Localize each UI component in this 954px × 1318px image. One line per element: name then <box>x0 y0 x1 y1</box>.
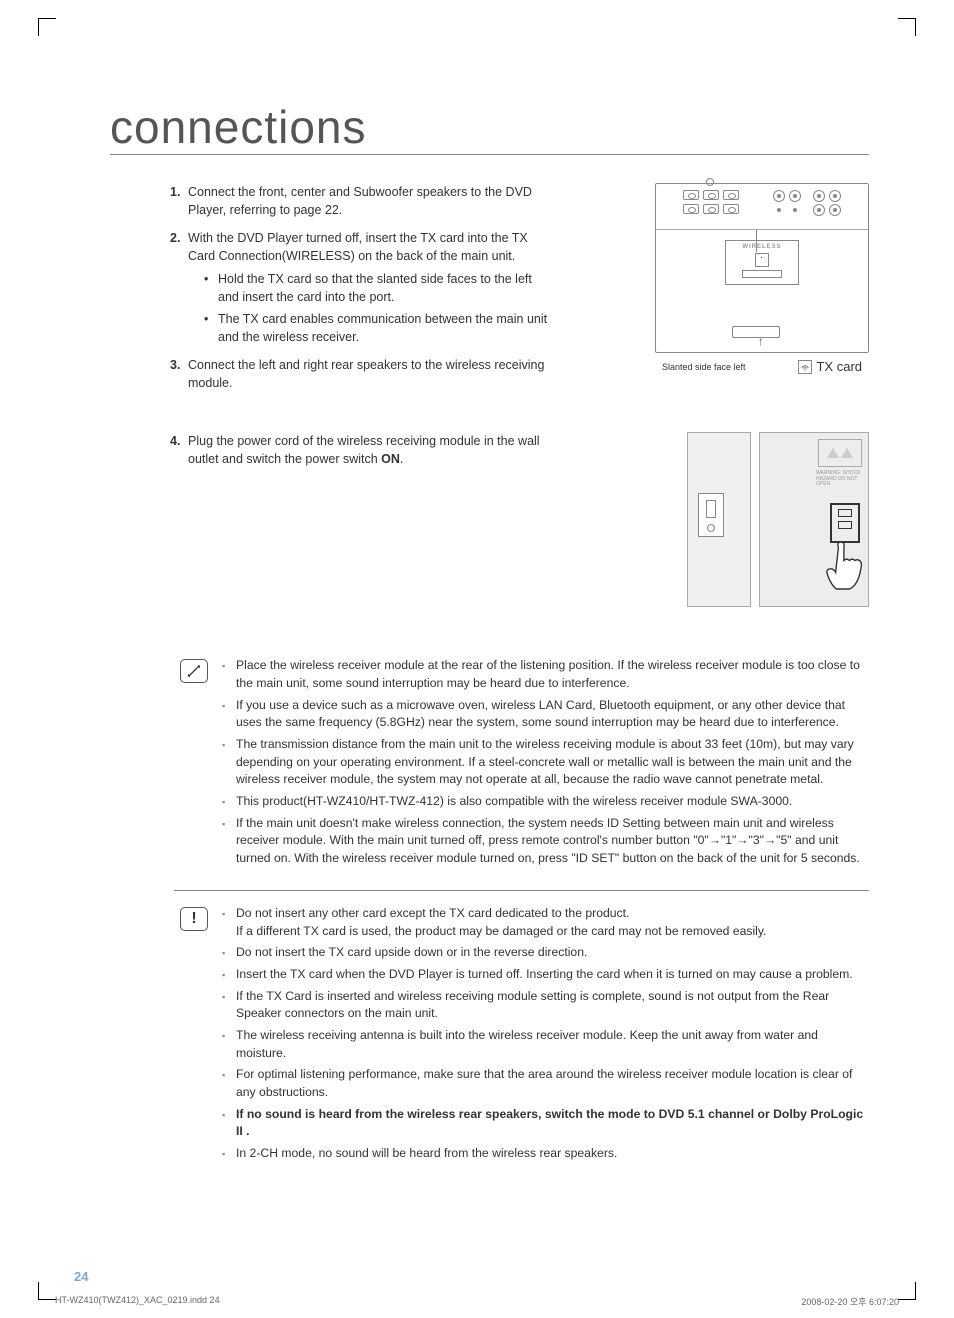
arrow-up-icon: ↑ <box>758 334 764 348</box>
section-step-4: Plug the power cord of the wireless rece… <box>110 432 869 637</box>
page-number: 24 <box>74 1269 88 1284</box>
wireless-card-zoom: WIRELESS <box>725 240 799 285</box>
footer: HT-WZ410(TWZ412)_XAC_0219.indd 24 2008-0… <box>55 1295 899 1308</box>
note-item: Do not insert the TX card upside down or… <box>222 944 869 962</box>
note-item: Place the wireless receiver module at th… <box>222 657 869 692</box>
figure-tx-card-back-panel: WIRELESS ↑ Slanted side face left TX car… <box>655 183 869 353</box>
step-2-bullet: The TX card enables communication betwee… <box>204 310 551 346</box>
caution-notes-list: Do not insert any other card except the … <box>222 905 869 1167</box>
warning-triangle-icon <box>841 448 853 458</box>
note-item-bold: If no sound is heard from the wireless r… <box>222 1106 869 1141</box>
step-text: Connect the front, center and Subwoofer … <box>188 185 532 217</box>
antenna-icon <box>706 178 714 186</box>
note-item: This product(HT-WZ410/HT-TWZ-412) is als… <box>222 793 869 811</box>
page: connections Connect the front, center an… <box>0 0 954 1318</box>
power-switch-icon <box>706 500 716 518</box>
wireless-label: WIRELESS <box>729 244 795 250</box>
wireless-icon <box>798 360 812 374</box>
port-icon <box>813 204 825 216</box>
note-item: If the main unit doesn't make wireless c… <box>222 815 869 868</box>
figure-2-col: WARNING: SHOCK HAZARD DO NOT OPEN <box>565 432 869 637</box>
step-text: With the DVD Player turned off, insert t… <box>188 231 528 263</box>
step-2-bullet: Hold the TX card so that the slanted sid… <box>204 270 551 306</box>
step-4: Plug the power cord of the wireless rece… <box>170 432 551 468</box>
note-box-caution: ! Do not insert any other card except th… <box>110 905 869 1167</box>
port-icon <box>683 190 699 200</box>
note-item: If you use a device such as a microwave … <box>222 697 869 732</box>
slot-icon <box>755 253 769 267</box>
info-notes-list: Place the wireless receiver module at th… <box>222 657 869 872</box>
back-panel <box>656 184 868 230</box>
crop-mark <box>898 18 916 36</box>
note-item: The transmission distance from the main … <box>222 736 869 789</box>
note-item: The wireless receiving antenna is built … <box>222 1027 869 1062</box>
switch-panel <box>698 493 724 537</box>
button-icon <box>838 509 852 517</box>
steps-text: Connect the front, center and Subwoofer … <box>110 183 551 402</box>
note-item: Insert the TX card when the DVD Player i… <box>222 966 869 984</box>
crop-mark <box>38 18 56 36</box>
caption-left: Slanted side face left <box>662 362 746 372</box>
note-item: Do not insert any other card except the … <box>222 905 869 940</box>
hand-pointer-icon <box>820 536 866 596</box>
slot-icon <box>742 270 782 278</box>
section-steps-1-3: Connect the front, center and Subwoofer … <box>110 183 869 402</box>
footer-left: HT-WZ410(TWZ412)_XAC_0219.indd 24 <box>55 1295 220 1308</box>
page-title: connections <box>110 100 869 155</box>
port-icon <box>773 190 785 202</box>
warning-label <box>818 439 862 467</box>
step-text: Plug the power cord of the wireless rece… <box>188 434 540 466</box>
warning-triangle-icon <box>827 448 839 458</box>
step-2: With the DVD Player turned off, insert t… <box>170 229 551 346</box>
port-icon <box>829 190 841 202</box>
separator-line <box>174 890 869 891</box>
step-text: Connect the left and right rear speakers… <box>188 358 544 390</box>
port-icon <box>829 204 841 216</box>
spacer <box>789 204 801 216</box>
crop-mark <box>898 1282 916 1300</box>
footer-right: 2008-02-20 오후 6:07:20 <box>801 1295 899 1308</box>
tx-card-icon <box>732 326 780 338</box>
step-3: Connect the left and right rear speakers… <box>170 356 551 392</box>
port-icon <box>723 190 739 200</box>
step-4-text: Plug the power cord of the wireless rece… <box>110 432 551 637</box>
caption-right-text: TX card <box>816 359 862 374</box>
caution-icon: ! <box>180 907 208 931</box>
port-icon <box>683 204 699 214</box>
figure-receiver-side <box>687 432 751 607</box>
figure-1-col: WIRELESS ↑ Slanted side face left TX car… <box>565 183 869 402</box>
note-icon <box>180 659 208 683</box>
figure-caption: Slanted side face left TX card <box>656 359 868 374</box>
button-icon <box>838 521 852 529</box>
content-area: connections Connect the front, center an… <box>55 30 899 1167</box>
crop-mark <box>38 1282 56 1300</box>
warning-fine-print: WARNING: SHOCK HAZARD DO NOT OPEN <box>816 471 864 488</box>
port-icon <box>703 190 719 200</box>
spacer <box>773 204 785 216</box>
port-icon <box>703 204 719 214</box>
figure-receiver-rear: WARNING: SHOCK HAZARD DO NOT OPEN <box>759 432 869 607</box>
caption-right: TX card <box>798 359 862 374</box>
step-1: Connect the front, center and Subwoofer … <box>170 183 551 219</box>
port-icon <box>813 190 825 202</box>
port-icon <box>723 204 739 214</box>
note-item: For optimal listening performance, make … <box>222 1066 869 1101</box>
led-icon <box>707 524 715 532</box>
note-item: In 2-CH mode, no sound will be heard fro… <box>222 1145 869 1163</box>
note-item: If the TX Card is inserted and wireless … <box>222 988 869 1023</box>
note-box-info: Place the wireless receiver module at th… <box>110 657 869 872</box>
port-icon <box>789 190 801 202</box>
